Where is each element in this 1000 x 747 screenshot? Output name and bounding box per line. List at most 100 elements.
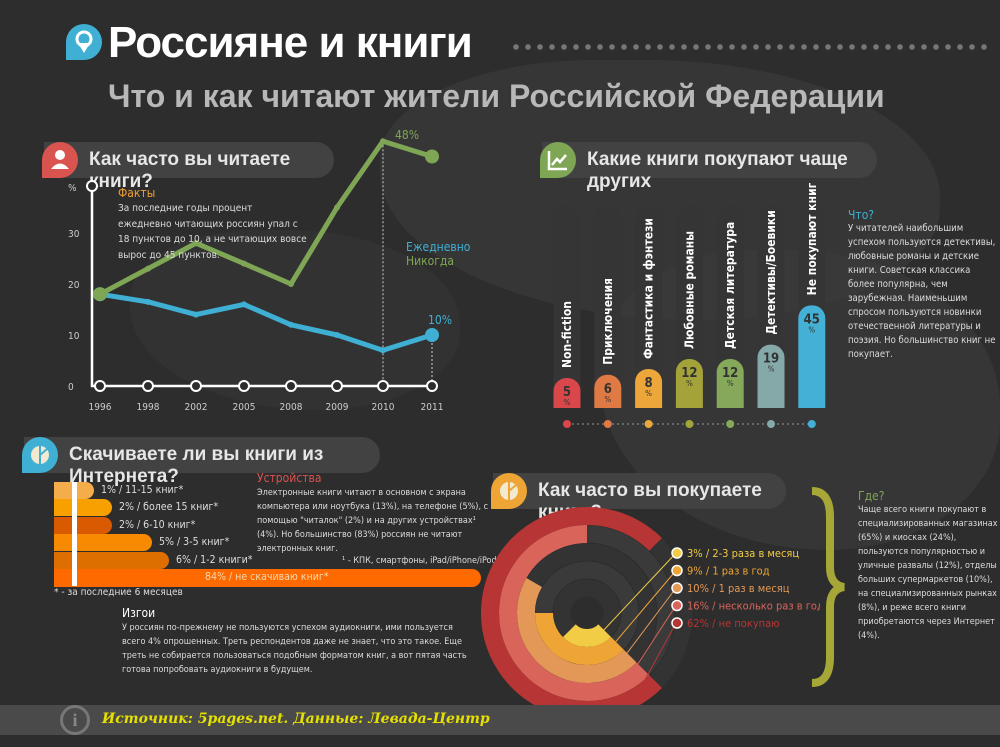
category-label: Любовные романы <box>682 231 696 349</box>
legend-label: 9% / 1 раз в год <box>687 565 770 578</box>
facts-text: За последние годы процент ежедневно чита… <box>118 203 307 261</box>
leader-line <box>635 622 677 698</box>
legend-dot <box>671 547 683 559</box>
bar-base <box>757 396 785 408</box>
genre-bar-chart: Non-fiction 5% Приключения 6% Фантастика и ф… <box>553 182 826 428</box>
legend-never: Никогда <box>406 254 455 268</box>
decorative-dots <box>510 44 990 50</box>
curly-brace-icon <box>811 487 845 687</box>
facts-title: Факты <box>118 186 156 200</box>
line-chart: % 0 10 20 30 1996 1998 2002 2005 2008 2009 2010 2011 <box>68 138 444 413</box>
download-bar-label: 5% / 3-5 книг* <box>159 536 230 549</box>
x-tick-marker <box>426 380 438 392</box>
page-title: Россияне и книги <box>108 18 473 67</box>
legend-dot <box>671 617 683 629</box>
value-label: 12 <box>722 366 738 381</box>
bar-Не покупают книг <box>798 305 826 408</box>
data-point <box>193 311 199 318</box>
section-header-genres: Какие книги покупают чаще других <box>542 142 877 192</box>
y-tick-label: 0 <box>68 382 74 393</box>
category-label: Не покупают книг <box>805 182 819 295</box>
data-point <box>193 240 199 247</box>
dot-marker <box>726 420 735 428</box>
value-unit: % <box>768 365 775 374</box>
section-title: Какие книги покупают чаще других <box>587 149 848 192</box>
ring-arc <box>499 525 650 701</box>
y-tick-label: 20 <box>68 280 80 291</box>
download-bar <box>54 551 169 569</box>
data-point <box>241 260 247 267</box>
download-bar <box>54 516 112 534</box>
series-line-Никогда <box>98 138 433 297</box>
bar-Любовные романы <box>675 359 703 408</box>
daily-end-label: 10% <box>428 313 452 327</box>
devices-text: Электронные книги читают в основном с эк… <box>257 488 489 554</box>
value-label: 6 <box>604 382 612 397</box>
leader-line <box>608 570 677 651</box>
map-background <box>130 230 460 410</box>
ring-arc <box>535 612 624 665</box>
data-point <box>288 321 294 328</box>
ring-arc <box>562 623 612 647</box>
dot-marker <box>767 420 775 428</box>
download-bar-label: 2% / 6-10 книг* <box>119 518 196 531</box>
download-bar <box>54 499 112 517</box>
outcasts-text: У россиян по-прежнему не пользуются успе… <box>122 623 467 675</box>
axis-top-marker <box>86 180 98 192</box>
x-tick-label: 2008 <box>280 402 303 413</box>
devices-note: ¹ - КПК, смартфоны, iPad/iPhone/iPod <box>342 556 497 566</box>
bar-Детективы/Боевики <box>757 344 785 408</box>
section-header-reading: Как часто вы читаете книги? <box>44 142 334 192</box>
legend-daily: Ежедневно <box>406 240 471 254</box>
x-tick-marker <box>142 380 154 392</box>
data-point <box>93 287 107 302</box>
x-tick-label: 2005 <box>233 402 256 413</box>
x-tick-marker <box>94 380 106 392</box>
what-title: Что? <box>848 208 875 222</box>
x-tick-label: 2011 <box>421 402 444 413</box>
dot-marker <box>603 420 612 428</box>
y-axis-label: % <box>68 183 77 194</box>
data-point <box>380 138 386 145</box>
bar-divider <box>72 482 77 586</box>
y-tick-label: 30 <box>68 229 80 240</box>
value-unit: % <box>604 395 611 404</box>
download-bar-label: 6% / 1-2 книги* <box>176 553 253 566</box>
legend-label: 3% / 2-3 раза в месяц <box>687 547 799 560</box>
info-icon: i <box>60 705 90 735</box>
value-label: 45 <box>804 312 820 327</box>
section-title: Скачиваете ли вы книги из Интернета? <box>69 444 324 487</box>
legend-dot <box>671 582 683 594</box>
bar-base <box>716 396 744 408</box>
dot-marker <box>685 420 694 428</box>
x-tick-marker <box>285 380 297 392</box>
where-title: Где? <box>858 489 885 503</box>
data-point <box>380 347 386 354</box>
data-point <box>334 332 340 338</box>
never-peak-label: 48% <box>395 128 419 142</box>
bar-track <box>553 205 581 408</box>
chart-icon <box>540 142 576 178</box>
section-header-buying: Как часто вы покупаете книги? <box>493 473 786 523</box>
x-tick-label: 1998 <box>137 402 160 413</box>
legend-label: 16% / несколько раз в год <box>687 600 820 613</box>
bar-base <box>635 396 663 408</box>
value-unit: % <box>686 379 693 388</box>
legend-label: 10% / 1 раз в месяц <box>687 582 790 595</box>
download-bar-label: 2% / более 15 книг* <box>119 501 219 514</box>
download-bar <box>54 569 481 587</box>
data-point <box>425 149 439 164</box>
x-tick-marker <box>238 380 250 392</box>
where-text: Чаще всего книги покупают в специализиро… <box>858 505 998 641</box>
bar-track <box>594 205 622 408</box>
data-point <box>145 298 151 305</box>
download-bar <box>54 534 152 552</box>
bar-track <box>635 205 663 408</box>
category-label: Детская литература <box>723 222 737 349</box>
bar-base <box>553 396 581 408</box>
legend-dot <box>671 564 683 577</box>
category-label: Non-fiction <box>560 301 574 368</box>
legend-dot <box>671 599 683 612</box>
x-tick-label: 1996 <box>89 402 112 413</box>
bar-Детская литература <box>716 359 744 408</box>
